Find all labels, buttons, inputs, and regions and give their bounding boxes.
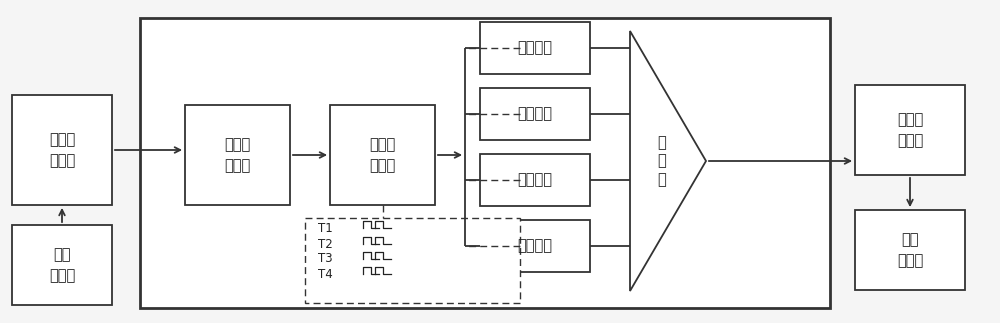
Text: T4: T4 [318, 267, 333, 280]
Bar [12, 225, 112, 305]
Bar [480, 220, 590, 272]
Text: 泵浦单元: 泵浦单元 [518, 238, 552, 254]
Bar [855, 85, 965, 175]
Text: T3: T3 [318, 253, 333, 266]
Text: 核心控
制单元: 核心控 制单元 [369, 137, 396, 173]
Text: 放
大
器: 放 大 器 [658, 135, 666, 187]
Text: 泵浦单元: 泵浦单元 [518, 172, 552, 187]
Bar [305, 218, 520, 303]
Text: 命令
发出端: 命令 发出端 [49, 247, 75, 283]
Text: T2: T2 [318, 237, 333, 251]
Bar [140, 18, 830, 308]
Bar [480, 154, 590, 206]
Bar [480, 22, 590, 74]
Text: 海缆传
输系统: 海缆传 输系统 [897, 112, 923, 148]
Text: 泵浦单元: 泵浦单元 [518, 40, 552, 56]
Bar [480, 88, 590, 140]
Text: 接收解
调单元: 接收解 调单元 [224, 137, 251, 173]
Bar [12, 95, 112, 205]
Text: 反馈
接收端: 反馈 接收端 [897, 232, 923, 268]
Text: 海缆传
输系统: 海缆传 输系统 [49, 132, 75, 168]
Bar [330, 105, 435, 205]
Text: T1: T1 [318, 222, 333, 234]
Bar [185, 105, 290, 205]
Text: 泵浦单元: 泵浦单元 [518, 107, 552, 121]
Bar [855, 210, 965, 290]
